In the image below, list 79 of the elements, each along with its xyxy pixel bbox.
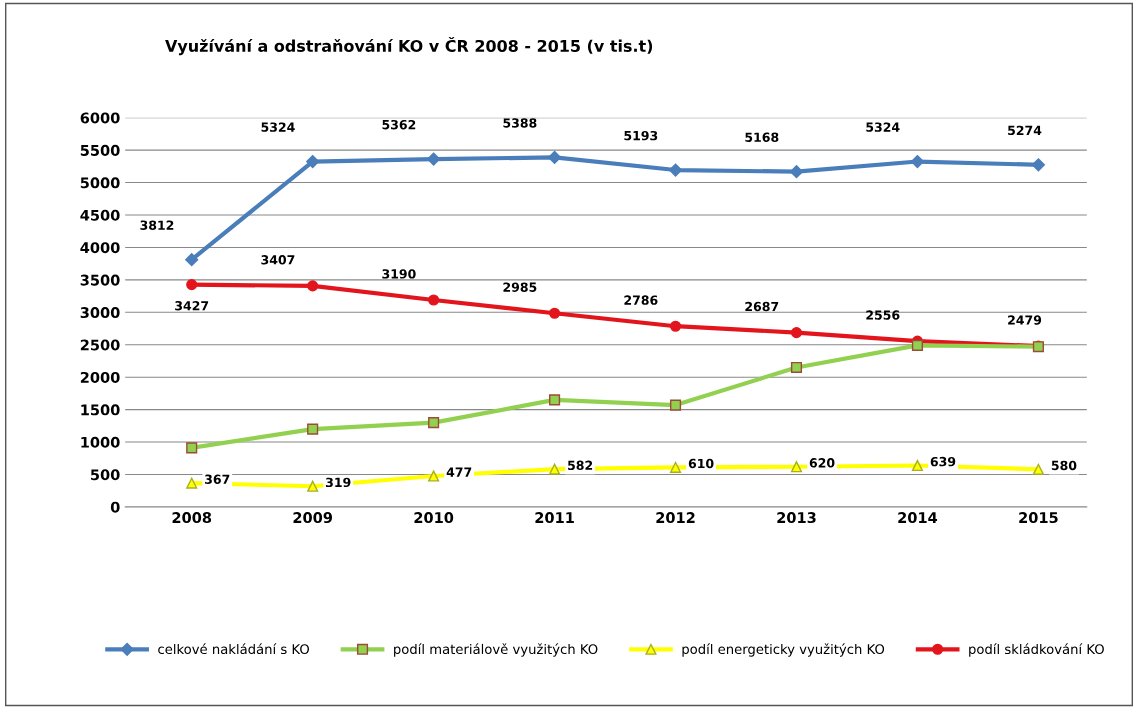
x-tick-label: 2010 — [414, 512, 454, 524]
y-tick-label: 6000 — [80, 112, 120, 124]
data-label: 2786 — [624, 295, 658, 305]
x-tick-label: 2011 — [535, 512, 574, 524]
y-tick-label: 1000 — [81, 436, 120, 448]
data-label: 610 — [688, 458, 714, 469]
x-tick-label: 2012 — [656, 512, 695, 524]
y-tick-label: 2000 — [80, 371, 120, 383]
point — [307, 280, 319, 292]
data-label: 580 — [1051, 460, 1077, 471]
y-tick-label: 1500 — [81, 404, 120, 416]
y-tick-label: 3500 — [80, 274, 120, 286]
point — [911, 339, 924, 351]
data-label: 2556 — [866, 310, 900, 320]
y-tick-label: 5500 — [80, 144, 120, 156]
point — [307, 480, 319, 492]
x-tick-label: 2015 — [1019, 512, 1058, 524]
point — [790, 327, 803, 339]
data-label: 5362 — [382, 119, 416, 130]
data-label: 582 — [568, 460, 593, 471]
data-label: 319 — [326, 477, 351, 488]
y-tick-label: 0 — [110, 501, 120, 513]
legend-label: podíl energeticky využitých KO — [682, 643, 885, 657]
y-tick-label: 4500 — [80, 209, 120, 221]
data-label: 477 — [446, 467, 472, 477]
point — [549, 463, 561, 475]
x-tick-label: 2008 — [172, 512, 212, 524]
data-label: 3190 — [382, 269, 416, 279]
point — [790, 461, 803, 473]
y-tick-label: 500 — [91, 469, 120, 481]
data-label: 5193 — [624, 130, 658, 141]
y-tick-label: 2500 — [80, 339, 120, 351]
point — [306, 154, 320, 169]
x-tick-label: 2014 — [898, 512, 938, 524]
chart-title: Využívání a odstraňování KO v ČR 2008 - 2015 (v tis.t) — [165, 36, 653, 56]
data-label: 5324 — [261, 122, 295, 132]
data-label: 5168 — [745, 132, 779, 142]
point — [669, 399, 682, 411]
x-tick-label: 2009 — [293, 512, 333, 524]
data-label: 5274 — [1008, 125, 1042, 136]
point — [547, 150, 562, 164]
point — [910, 154, 925, 169]
point — [428, 417, 440, 429]
legend-label: podíl materiálově využitých KO — [394, 643, 598, 657]
point — [307, 423, 319, 435]
data-label: 367 — [205, 474, 230, 484]
data-label: 2985 — [503, 282, 537, 292]
x-tick-label: 2013 — [777, 512, 816, 524]
point — [428, 470, 440, 482]
data-label: 2687 — [745, 301, 779, 312]
point — [427, 152, 441, 166]
data-label: 3427 — [175, 301, 209, 311]
data-label: 2479 — [1008, 315, 1042, 325]
data-label: 5324 — [866, 122, 900, 132]
point — [669, 320, 682, 332]
point — [668, 163, 683, 177]
data-label: 639 — [930, 456, 956, 467]
legend-label: podíl skládkování KO — [969, 643, 1104, 657]
point — [911, 459, 924, 472]
data-label: 3812 — [140, 220, 174, 230]
point — [1031, 158, 1045, 172]
point — [186, 279, 198, 291]
point — [186, 477, 198, 489]
point — [185, 253, 199, 267]
y-tick-label: 5000 — [80, 177, 120, 189]
point — [789, 165, 804, 179]
point — [428, 294, 440, 306]
y-tick-label: 4000 — [80, 242, 120, 254]
point — [549, 394, 561, 406]
legend-label: celkové nakládání s KO — [158, 643, 310, 655]
point — [1032, 463, 1044, 475]
point — [669, 461, 682, 473]
data-label: 5388 — [503, 118, 537, 128]
y-tick-label: 3000 — [80, 307, 120, 319]
point — [549, 307, 561, 319]
data-label: 3407 — [261, 255, 295, 265]
data-label: 620 — [809, 458, 835, 468]
point — [790, 361, 803, 374]
point — [186, 442, 198, 454]
